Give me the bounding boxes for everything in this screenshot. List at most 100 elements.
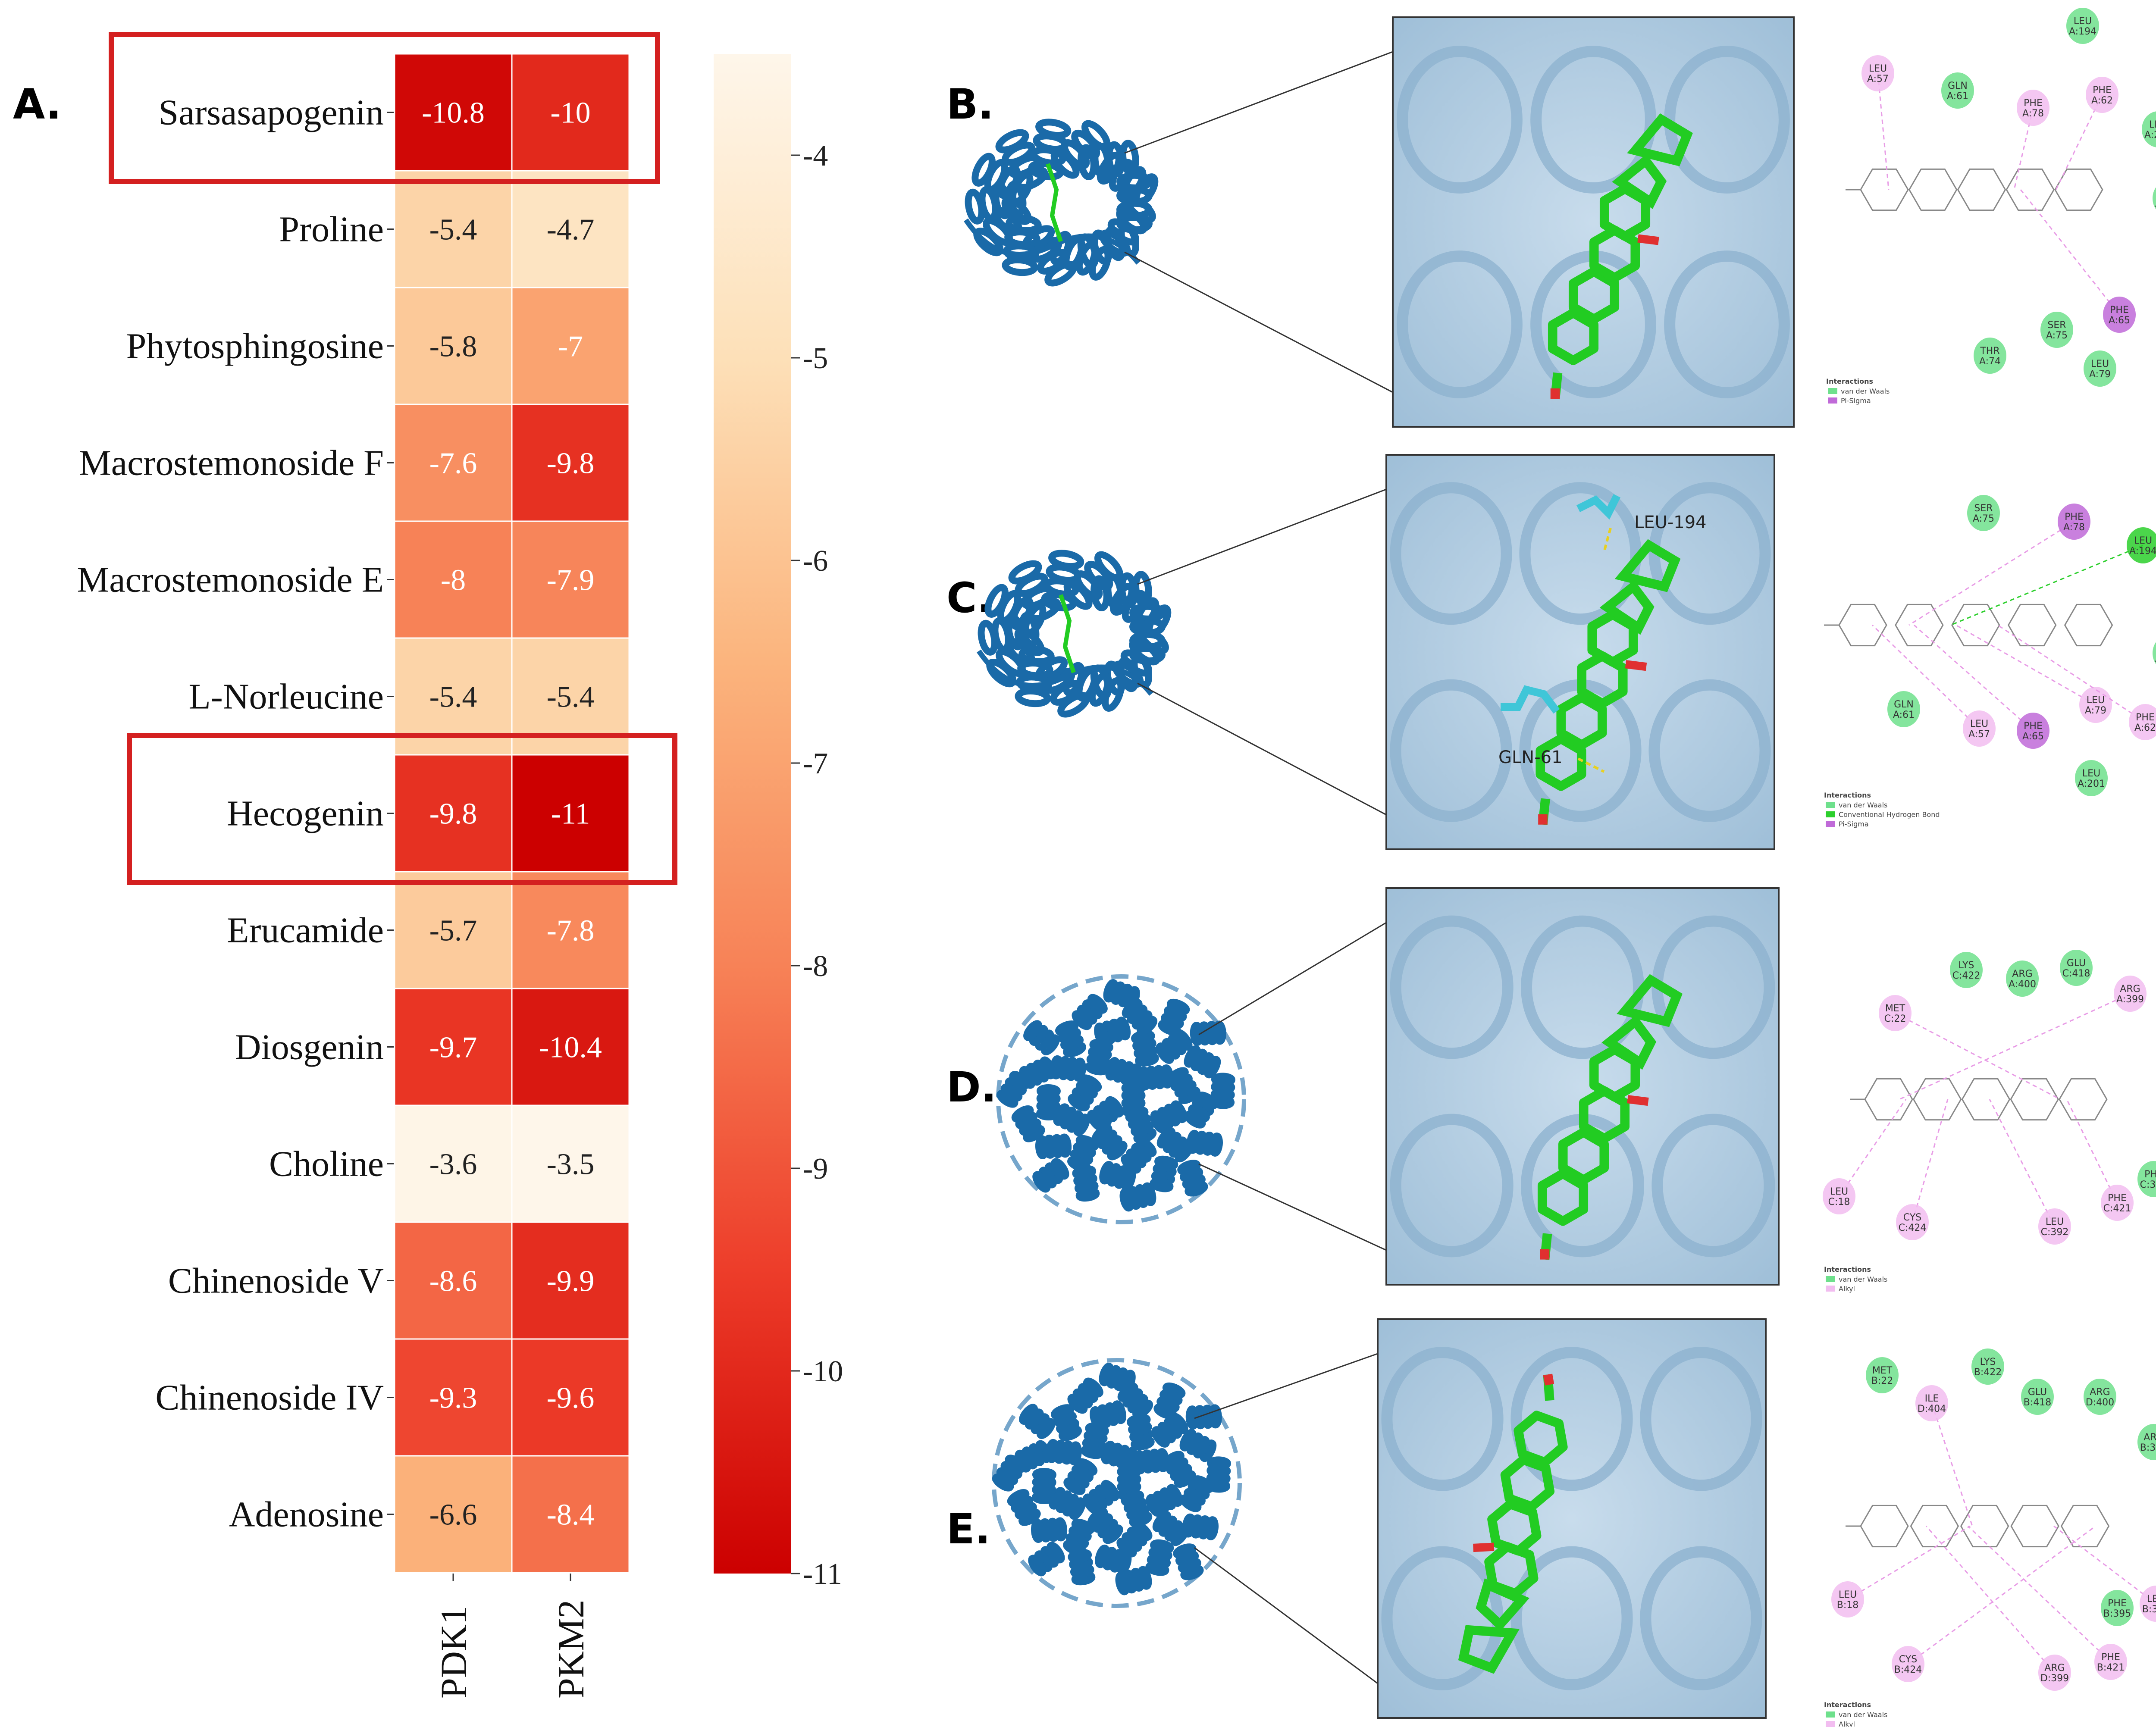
residue-node xyxy=(1950,952,1983,988)
residue-id: A:201 xyxy=(2144,130,2156,141)
residue-id: A:201 xyxy=(2078,779,2105,789)
residue-node xyxy=(2137,1161,2156,1197)
residue-node xyxy=(2153,187,2156,210)
residue-id: A:57 xyxy=(1968,729,1990,740)
residue-node xyxy=(1915,1385,1948,1421)
residue-node xyxy=(2021,1379,2054,1415)
cell-value: -7 xyxy=(558,330,583,363)
helix-shape xyxy=(1045,1439,1082,1466)
legend-swatch xyxy=(1826,802,1835,808)
column-label: PDK1 xyxy=(433,1606,474,1699)
residue-node xyxy=(1963,710,1996,747)
structure-panel xyxy=(977,454,1775,850)
colorbar-tick-label: -8 xyxy=(803,950,828,983)
helix-shape xyxy=(1179,1429,1217,1462)
zoom-connector xyxy=(1194,1353,1378,1419)
legend-title: Interactions xyxy=(1826,377,1873,385)
residue-id: A:79 xyxy=(2089,369,2111,380)
structure-panel xyxy=(964,16,1795,428)
residue-name: LEU xyxy=(2087,695,2105,706)
heatmap-cell xyxy=(511,170,630,288)
residue-label-gln61: GLN-61 xyxy=(1498,748,1563,767)
cell-value: -3.5 xyxy=(547,1148,595,1181)
helix-shape xyxy=(1185,1404,1222,1430)
residue-node xyxy=(2101,1185,2134,1221)
legend-swatch xyxy=(1826,1276,1835,1282)
helix-shape xyxy=(1145,1539,1174,1576)
legend-item: van der Waals xyxy=(1839,1711,1887,1719)
residue-id: C:422 xyxy=(1952,970,1981,981)
docking-structures xyxy=(964,16,1795,1719)
helix-shape xyxy=(1094,1017,1131,1046)
legend-swatch xyxy=(1828,388,1837,394)
helix-shape xyxy=(997,1071,1031,1108)
cell-value: -5.7 xyxy=(429,914,477,948)
helix-shape xyxy=(1105,1057,1142,1087)
residue-node xyxy=(2142,111,2156,147)
zoom-connector xyxy=(1198,1163,1387,1251)
colorbar-gradient xyxy=(714,54,791,1574)
heatmap-cell xyxy=(511,1455,630,1574)
interaction-line xyxy=(1908,521,2075,626)
row-label: Phytosphingosine xyxy=(126,326,384,366)
helix-shape xyxy=(1035,1133,1072,1160)
helix-shape xyxy=(1150,1155,1178,1192)
residue-id: C:418 xyxy=(2062,968,2090,979)
residue-node xyxy=(1831,1581,1864,1617)
residue-name: LYS xyxy=(1959,960,1974,971)
zoom-connector xyxy=(1194,1547,1378,1684)
helix-shape xyxy=(1125,1107,1157,1144)
row-label: Choline xyxy=(269,1144,384,1184)
residue-id: A:197 xyxy=(2155,199,2156,210)
helix-shape xyxy=(1153,1382,1186,1420)
residue-id: A:65 xyxy=(2109,315,2130,326)
ligand-stick xyxy=(1458,1373,1568,1674)
residue-name: GLN xyxy=(1894,699,1914,710)
helix-shape xyxy=(1087,1096,1124,1131)
interaction-line xyxy=(2053,1525,2156,1605)
residue-name: PHE xyxy=(2093,85,2112,96)
row-label: Hecogenin xyxy=(227,794,384,834)
residue-node xyxy=(2066,8,2099,44)
panel-label-d: D. xyxy=(946,1063,997,1111)
legend-item: Pi-Sigma xyxy=(1841,397,1871,405)
helix-shape xyxy=(1182,1513,1219,1540)
residue-name: PHE xyxy=(2065,512,2084,522)
residue-id: A:61 xyxy=(1893,710,1915,720)
residue-id: A:61 xyxy=(1947,91,1968,102)
helix-shape xyxy=(1162,1451,1196,1488)
heatmap-cell xyxy=(394,520,513,639)
interaction-line xyxy=(1899,993,2131,1100)
row-label: Sarsasapogenin xyxy=(158,93,384,133)
residue-id: A:75 xyxy=(2046,330,2068,341)
residue-name: THR xyxy=(1980,346,1999,357)
residue-id: B:399 xyxy=(2140,1442,2156,1453)
helix-shape xyxy=(1166,1067,1200,1104)
residue-name: ILE xyxy=(1925,1393,1939,1404)
helix-shape xyxy=(1095,1544,1132,1575)
interaction-diagram-b: LEUA:57LEUA:194GLNA:61PHEA:78PHEA:62LEUA… xyxy=(1826,8,2156,405)
residue-id: B:22 xyxy=(1871,1376,1893,1386)
helix-shape xyxy=(1127,1414,1155,1450)
residue-id: A:62 xyxy=(2134,723,2156,733)
residue-name: SER xyxy=(2047,320,2066,331)
row-label: Macrostemonoside E xyxy=(77,560,384,600)
residue-id: B:424 xyxy=(1894,1664,1922,1675)
residue-id: D:400 xyxy=(2086,1397,2114,1408)
panel-c-residues xyxy=(1501,494,1621,773)
residue-id: A:400 xyxy=(2009,979,2036,990)
helix-shape xyxy=(1023,1020,1060,1055)
helix-shape xyxy=(1053,1103,1090,1136)
cell-value: -8.6 xyxy=(429,1265,477,1298)
residue-id: A:57 xyxy=(1867,74,1889,84)
residue-node xyxy=(1974,338,2006,374)
helix-shape xyxy=(1028,1542,1065,1577)
residue-name: LEU xyxy=(2082,768,2100,779)
cell-value: -4.7 xyxy=(547,213,595,247)
legend-item: Pi-Sigma xyxy=(1839,820,1869,828)
residue-name: PHE xyxy=(2024,98,2043,109)
helix-shape xyxy=(1151,1413,1188,1448)
interaction-line xyxy=(1914,624,2034,732)
colorbar-tick-label: -7 xyxy=(803,747,828,780)
residue-node xyxy=(2075,760,2108,796)
